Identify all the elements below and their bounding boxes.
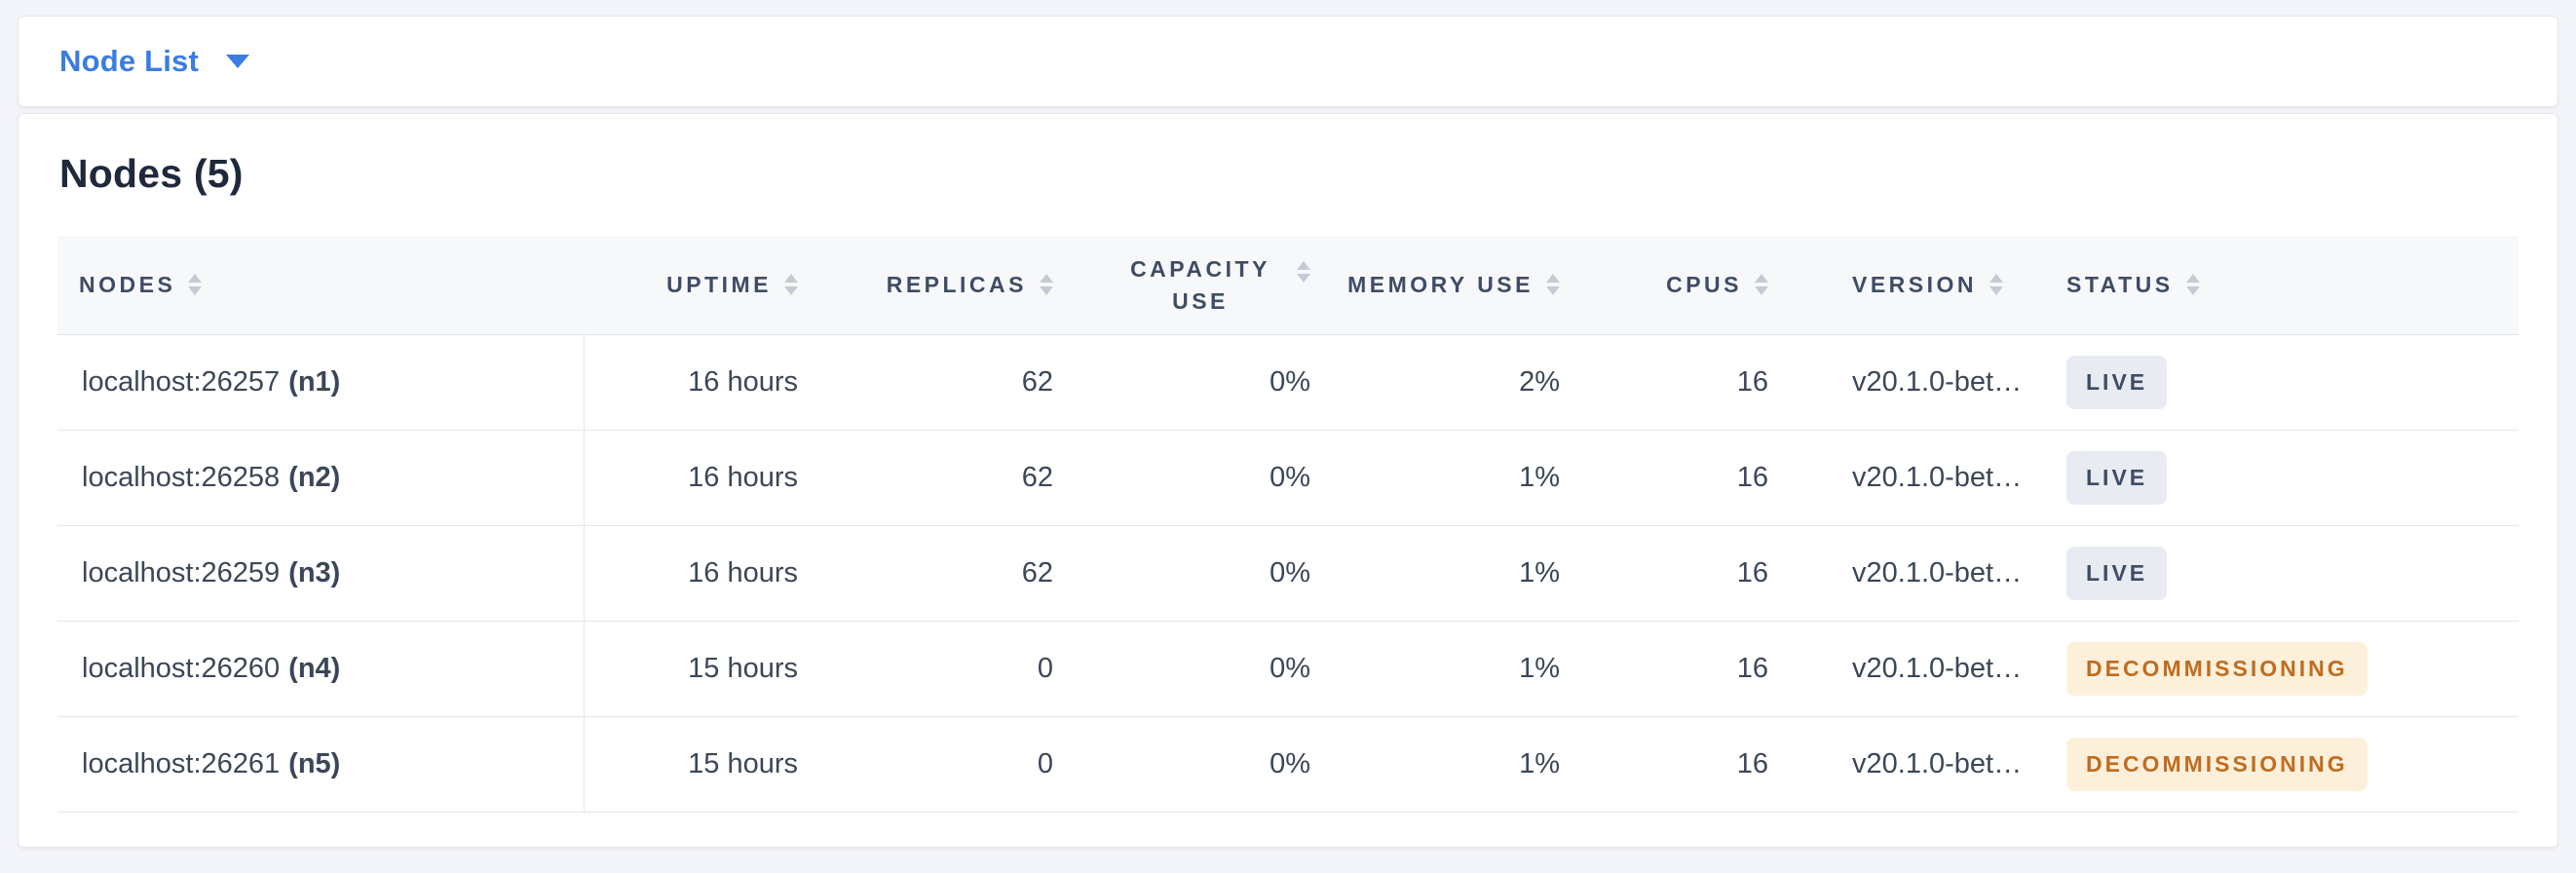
node-address: localhost:26259 (82, 556, 281, 588)
sort-icon (1546, 274, 1560, 296)
cpus-cell: 16 (1568, 716, 1776, 813)
column-header-replicas[interactable]: REPLICAS (806, 236, 1061, 335)
column-header-uptime[interactable]: UPTIME (584, 236, 806, 335)
node-address-cell: localhost:26260 (n4) (57, 621, 585, 717)
version-cell: v20.1.0-bet… (1776, 621, 2059, 717)
column-header-label: UPTIME (666, 271, 772, 297)
column-header-nodes[interactable]: NODES (57, 236, 584, 335)
status-badge: DECOMMISSIONING (2066, 641, 2368, 696)
view-selector-label: Node List (59, 44, 200, 78)
status-cell: LIVE (2059, 334, 2519, 431)
replicas-cell: 62 (806, 334, 1061, 431)
node-address: localhost:26261 (82, 747, 281, 779)
node-address: localhost:26258 (82, 461, 281, 493)
sort-icon (784, 274, 798, 296)
node-address-cell: localhost:26258 (n2) (57, 430, 585, 526)
page: Node List Nodes (5) NODES (18, 16, 2558, 848)
column-header-label: STATUS (2066, 271, 2174, 297)
column-header-label: VERSION (1852, 271, 1978, 297)
view-selector-bar: Node List (18, 16, 2558, 107)
node-address-cell: localhost:26257 (n1) (57, 334, 585, 431)
nodes-card: Nodes (5) NODES UPTIME (18, 113, 2558, 848)
view-selector-dropdown[interactable]: Node List (59, 44, 250, 79)
replicas-cell: 0 (806, 621, 1061, 717)
table-row-n4[interactable]: localhost:26260 (n4) 15 hours 0 0% 1% 16 … (57, 621, 2519, 717)
cpus-cell: 16 (1568, 430, 1776, 526)
page-title: Nodes (5) (59, 151, 244, 196)
replicas-cell: 0 (806, 716, 1061, 813)
sort-icon (2185, 274, 2200, 296)
node-id: (n2) (288, 461, 341, 493)
cpus-cell: 16 (1568, 525, 1776, 622)
uptime-cell: 15 hours (584, 621, 806, 717)
column-header-memory-use[interactable]: MEMORY USE (1318, 236, 1568, 335)
uptime-cell: 16 hours (584, 430, 806, 526)
uptime-cell: 15 hours (584, 716, 806, 813)
table-row-n5[interactable]: localhost:26261 (n5) 15 hours 0 0% 1% 16 … (57, 716, 2519, 813)
memory-use-cell: 1% (1318, 525, 1568, 622)
version-cell: v20.1.0-bet… (1776, 430, 2059, 526)
sort-icon (188, 274, 203, 296)
chevron-down-icon (226, 55, 250, 68)
sort-icon (1297, 260, 1310, 283)
column-header-label: CAPACITY USE (1130, 255, 1270, 315)
status-cell: LIVE (2059, 430, 2519, 526)
node-id: (n5) (288, 747, 341, 779)
replicas-cell: 62 (806, 525, 1061, 622)
capacity-use-cell: 0% (1061, 525, 1318, 622)
sort-icon (1989, 274, 2004, 296)
replicas-cell: 62 (806, 430, 1061, 526)
column-header-status[interactable]: STATUS (2059, 236, 2519, 335)
version-cell: v20.1.0-bet… (1776, 334, 2059, 431)
column-header-label: REPLICAS (886, 271, 1027, 297)
node-address: localhost:26260 (82, 652, 281, 684)
memory-use-cell: 1% (1318, 430, 1568, 526)
memory-use-cell: 1% (1318, 621, 1568, 717)
uptime-cell: 16 hours (584, 334, 806, 431)
version-cell: v20.1.0-bet… (1776, 716, 2059, 813)
table-row-n1[interactable]: localhost:26257 (n1) 16 hours 62 0% 2% 16… (57, 334, 2519, 431)
version-cell: v20.1.0-bet… (1776, 525, 2059, 622)
status-cell: DECOMMISSIONING (2059, 621, 2519, 717)
cpus-cell: 16 (1568, 334, 1776, 431)
node-address-cell: localhost:26261 (n5) (57, 716, 585, 813)
node-address-cell: localhost:26259 (n3) (57, 525, 585, 622)
uptime-cell: 16 hours (584, 525, 806, 622)
capacity-use-cell: 0% (1061, 716, 1318, 813)
capacity-use-cell: 0% (1061, 621, 1318, 717)
column-header-label: MEMORY USE (1347, 271, 1534, 297)
column-header-label: NODES (79, 271, 176, 297)
node-address: localhost:26257 (82, 365, 281, 398)
sort-icon (1755, 274, 1768, 296)
column-header-capacity-use[interactable]: CAPACITY USE (1061, 236, 1318, 335)
memory-use-cell: 2% (1318, 334, 1568, 431)
status-badge: LIVE (2066, 450, 2168, 505)
table-row-n3[interactable]: localhost:26259 (n3) 16 hours 62 0% 1% 16… (57, 525, 2519, 622)
node-id: (n3) (288, 556, 341, 588)
node-id: (n4) (288, 652, 341, 684)
node-id: (n1) (288, 365, 341, 398)
cpus-cell: 16 (1568, 621, 1776, 717)
capacity-use-cell: 0% (1061, 430, 1318, 526)
status-badge: DECOMMISSIONING (2066, 737, 2368, 791)
status-badge: LIVE (2066, 355, 2168, 409)
table-header-row: NODES UPTIME REPLICAS (57, 236, 2519, 335)
status-cell: DECOMMISSIONING (2059, 716, 2519, 813)
column-header-label: CPUS (1666, 271, 1742, 297)
column-header-version[interactable]: VERSION (1776, 236, 2059, 335)
table-row-n2[interactable]: localhost:26258 (n2) 16 hours 62 0% 1% 16… (57, 430, 2519, 526)
status-badge: LIVE (2066, 546, 2168, 600)
capacity-use-cell: 0% (1061, 334, 1318, 431)
nodes-table: NODES UPTIME REPLICAS (57, 236, 2519, 813)
status-cell: LIVE (2059, 525, 2519, 622)
memory-use-cell: 1% (1318, 716, 1568, 813)
column-header-cpus[interactable]: CPUS (1568, 236, 1776, 335)
sort-icon (1040, 274, 1053, 296)
